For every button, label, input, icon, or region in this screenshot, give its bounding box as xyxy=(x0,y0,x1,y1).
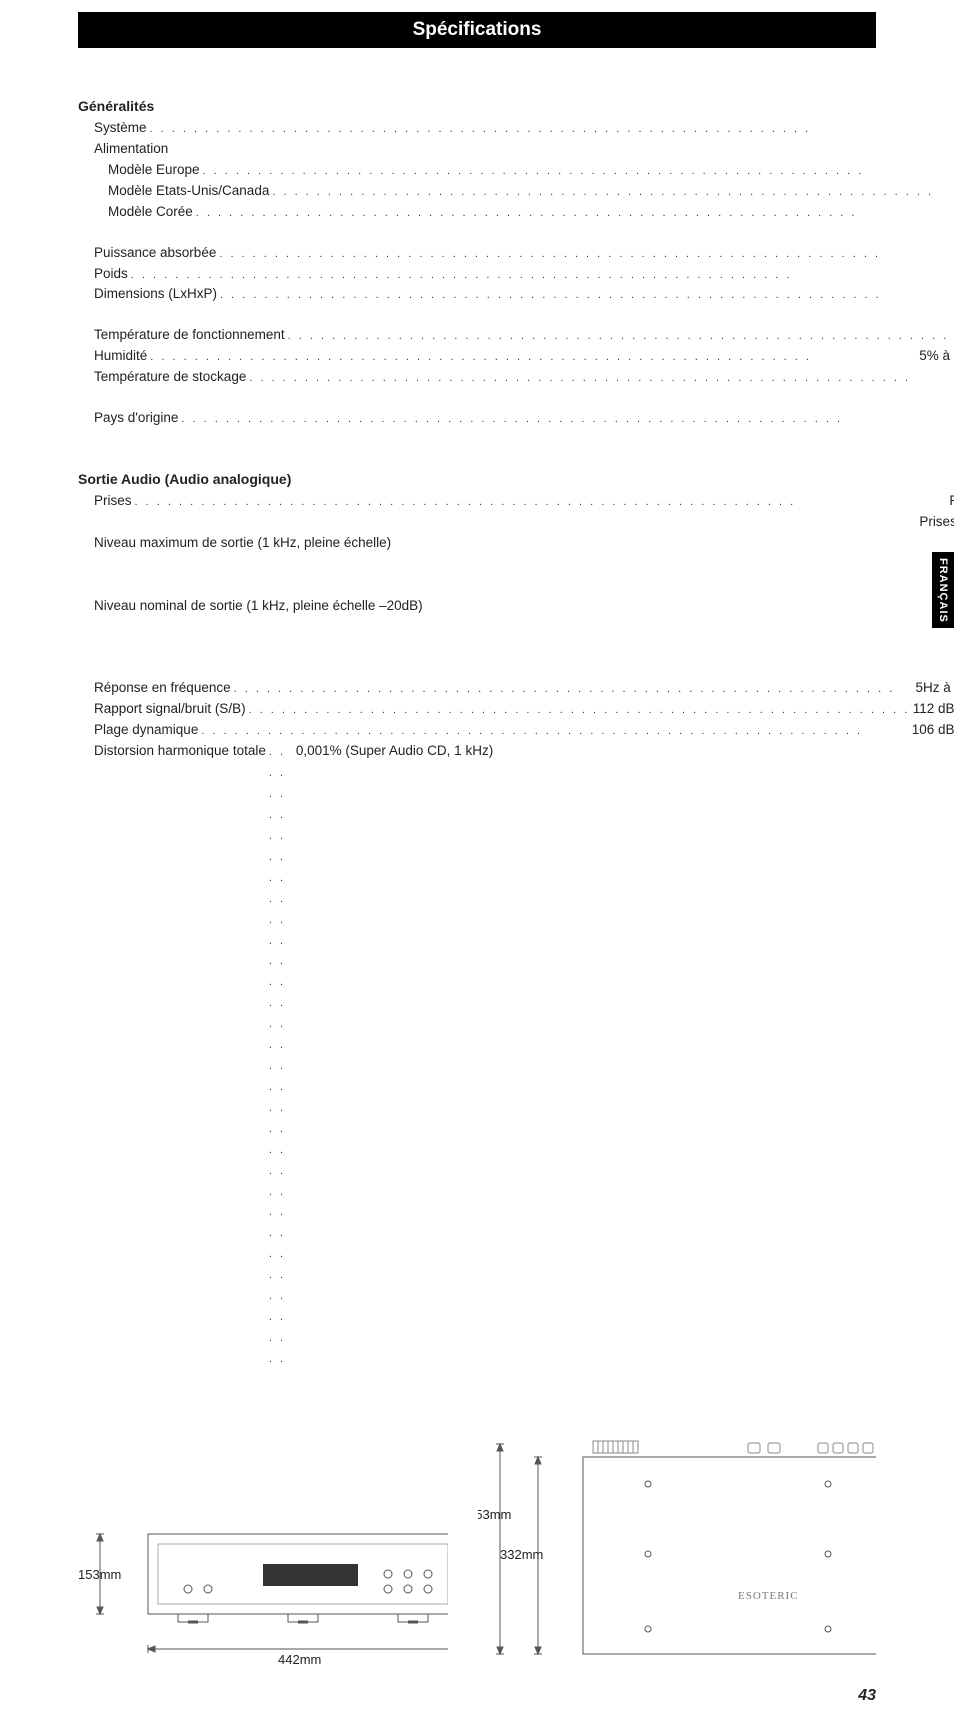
spec-row: Dimensions (LxHxP)442 x 153 x 353 mm xyxy=(94,284,954,305)
dots xyxy=(269,181,954,202)
spec-row: Système Super Audio CD et CD xyxy=(94,118,954,139)
spec-value: 106 dB (Super Audio CD, 1 kHz) xyxy=(912,720,954,741)
spec-row: Réponse en fréquence 5Hz à 58 kHz (Super … xyxy=(94,678,954,699)
dots xyxy=(266,741,296,1369)
spec-row: Pays d'origineJapon xyxy=(94,408,954,429)
spec-label: Plage dynamique xyxy=(94,720,198,741)
dots xyxy=(132,491,950,512)
spec-label: Prises xyxy=(94,491,132,512)
spec-label: Modèle Etats-Unis/Canada xyxy=(108,181,269,202)
spec-value: 5% à 85% (sans condensation) xyxy=(919,346,954,367)
spec-label: Puissance absorbée xyxy=(94,243,216,264)
language-tab-label: FRANÇAIS xyxy=(937,558,949,623)
diagrams-region: 153mm 442mm xyxy=(0,1369,954,1689)
spec-label: Température de stockage xyxy=(94,367,246,388)
dots xyxy=(200,160,954,181)
title-bar: Spécifications xyxy=(78,12,876,48)
spec-row: Distorsion harmonique totale 0,001% (Supe… xyxy=(94,741,954,1369)
spec-label: Niveau maximum de sortie (1 kHz, pleine … xyxy=(94,533,954,554)
spec-label: Rapport signal/bruit (S/B) xyxy=(94,699,246,720)
spec-label: Poids xyxy=(94,264,128,285)
dots xyxy=(217,284,954,305)
language-tab: FRANÇAIS xyxy=(932,552,954,628)
brand-label: ESOTERIC xyxy=(738,1590,799,1602)
spec-value: Prises RCA (5,1 multicanal) x 1 xyxy=(94,512,954,533)
dots xyxy=(147,346,919,367)
dim-depth: 353mm xyxy=(478,1507,511,1522)
spec-row: Modèle Corée220 Vca 60 Hz xyxy=(94,202,954,223)
dots xyxy=(246,367,954,388)
spec-row: Humidité 5% à 85% (sans condensation) xyxy=(94,346,954,367)
spec-row: Plage dynamique 106 dB (Super Audio CD, 1… xyxy=(94,720,954,741)
dots xyxy=(193,202,954,223)
spec-row: Modèle Etats-Unis/Canada120 Vca 60 Hz xyxy=(94,181,954,202)
heading-sortie-audio: Sortie Audio (Audio analogique) xyxy=(78,471,954,487)
dots xyxy=(128,264,954,285)
spec-row: Poids25 kg xyxy=(94,264,954,285)
page-number: 43 xyxy=(858,1687,876,1705)
dots xyxy=(216,243,954,264)
dim-inner-depth: 332mm xyxy=(500,1547,543,1562)
spec-row: Température de stockage–20 °C à +55 °C xyxy=(94,367,954,388)
dim-width: 442mm xyxy=(278,1652,321,1667)
spec-label: Modèle Corée xyxy=(108,202,193,223)
spec-label: Niveau nominal de sortie (1 kHz, pleine … xyxy=(94,596,954,617)
dots xyxy=(198,720,911,741)
spec-value: 5Hz à 58 kHz (Super Audio CD) xyxy=(916,678,954,699)
spec-row: Puissance absorbée40 W xyxy=(94,243,954,264)
left-column: Généralités Système Super Audio CD et CD… xyxy=(78,98,954,1369)
spec-label: Humidité xyxy=(94,346,147,367)
front-view-diagram: 153mm 442mm xyxy=(78,1489,448,1689)
dots xyxy=(147,118,954,139)
spec-sub-label: Alimentation xyxy=(94,139,954,160)
spec-label: Distorsion harmonique totale xyxy=(94,741,266,762)
page-title: Spécifications xyxy=(413,19,542,41)
spec-value: 112 dB (Super Audio CD, 1 kHz) xyxy=(913,699,954,720)
spec-label: Pays d'origine xyxy=(94,408,178,429)
spec-label: Température de fonctionnement xyxy=(94,325,285,346)
dots xyxy=(178,408,954,429)
dots xyxy=(285,325,954,346)
spec-label: Modèle Europe xyxy=(108,160,200,181)
spec-value: Prises XLR (2 canaux) x 1 xyxy=(949,491,954,512)
spec-row: Prises Prises XLR (2 canaux) x 1 xyxy=(94,491,954,512)
spec-label: Système xyxy=(94,118,147,139)
spec-label: Dimensions (LxHxP) xyxy=(94,284,217,305)
spec-value: 230 mVrms (XLR) xyxy=(94,638,954,659)
heading-generalites: Généralités xyxy=(78,98,954,114)
top-view-diagram: 353mm 332mm ESOTERIC xyxy=(478,1429,876,1689)
dots xyxy=(231,678,916,699)
spec-label: Réponse en fréquence xyxy=(94,678,231,699)
spec-value: 0,001% (Super Audio CD, 1 kHz) xyxy=(296,741,493,762)
dots xyxy=(246,699,913,720)
dim-height: 153mm xyxy=(78,1567,121,1582)
spec-value: 2,5 Vrms (RCA) xyxy=(94,554,954,575)
spec-row: Température de fonctionnement+5 °C à +35… xyxy=(94,325,954,346)
spec-value: 250 mVrms (RCA) xyxy=(94,617,954,638)
spec-row: Modèle Europe230 Vca 50 Hz xyxy=(94,160,954,181)
spec-value: 2,3 Vrms (XLR) xyxy=(94,575,954,596)
content-columns: Généralités Système Super Audio CD et CD… xyxy=(0,48,954,1369)
spec-row: Rapport signal/bruit (S/B) 112 dB (Super … xyxy=(94,699,954,720)
